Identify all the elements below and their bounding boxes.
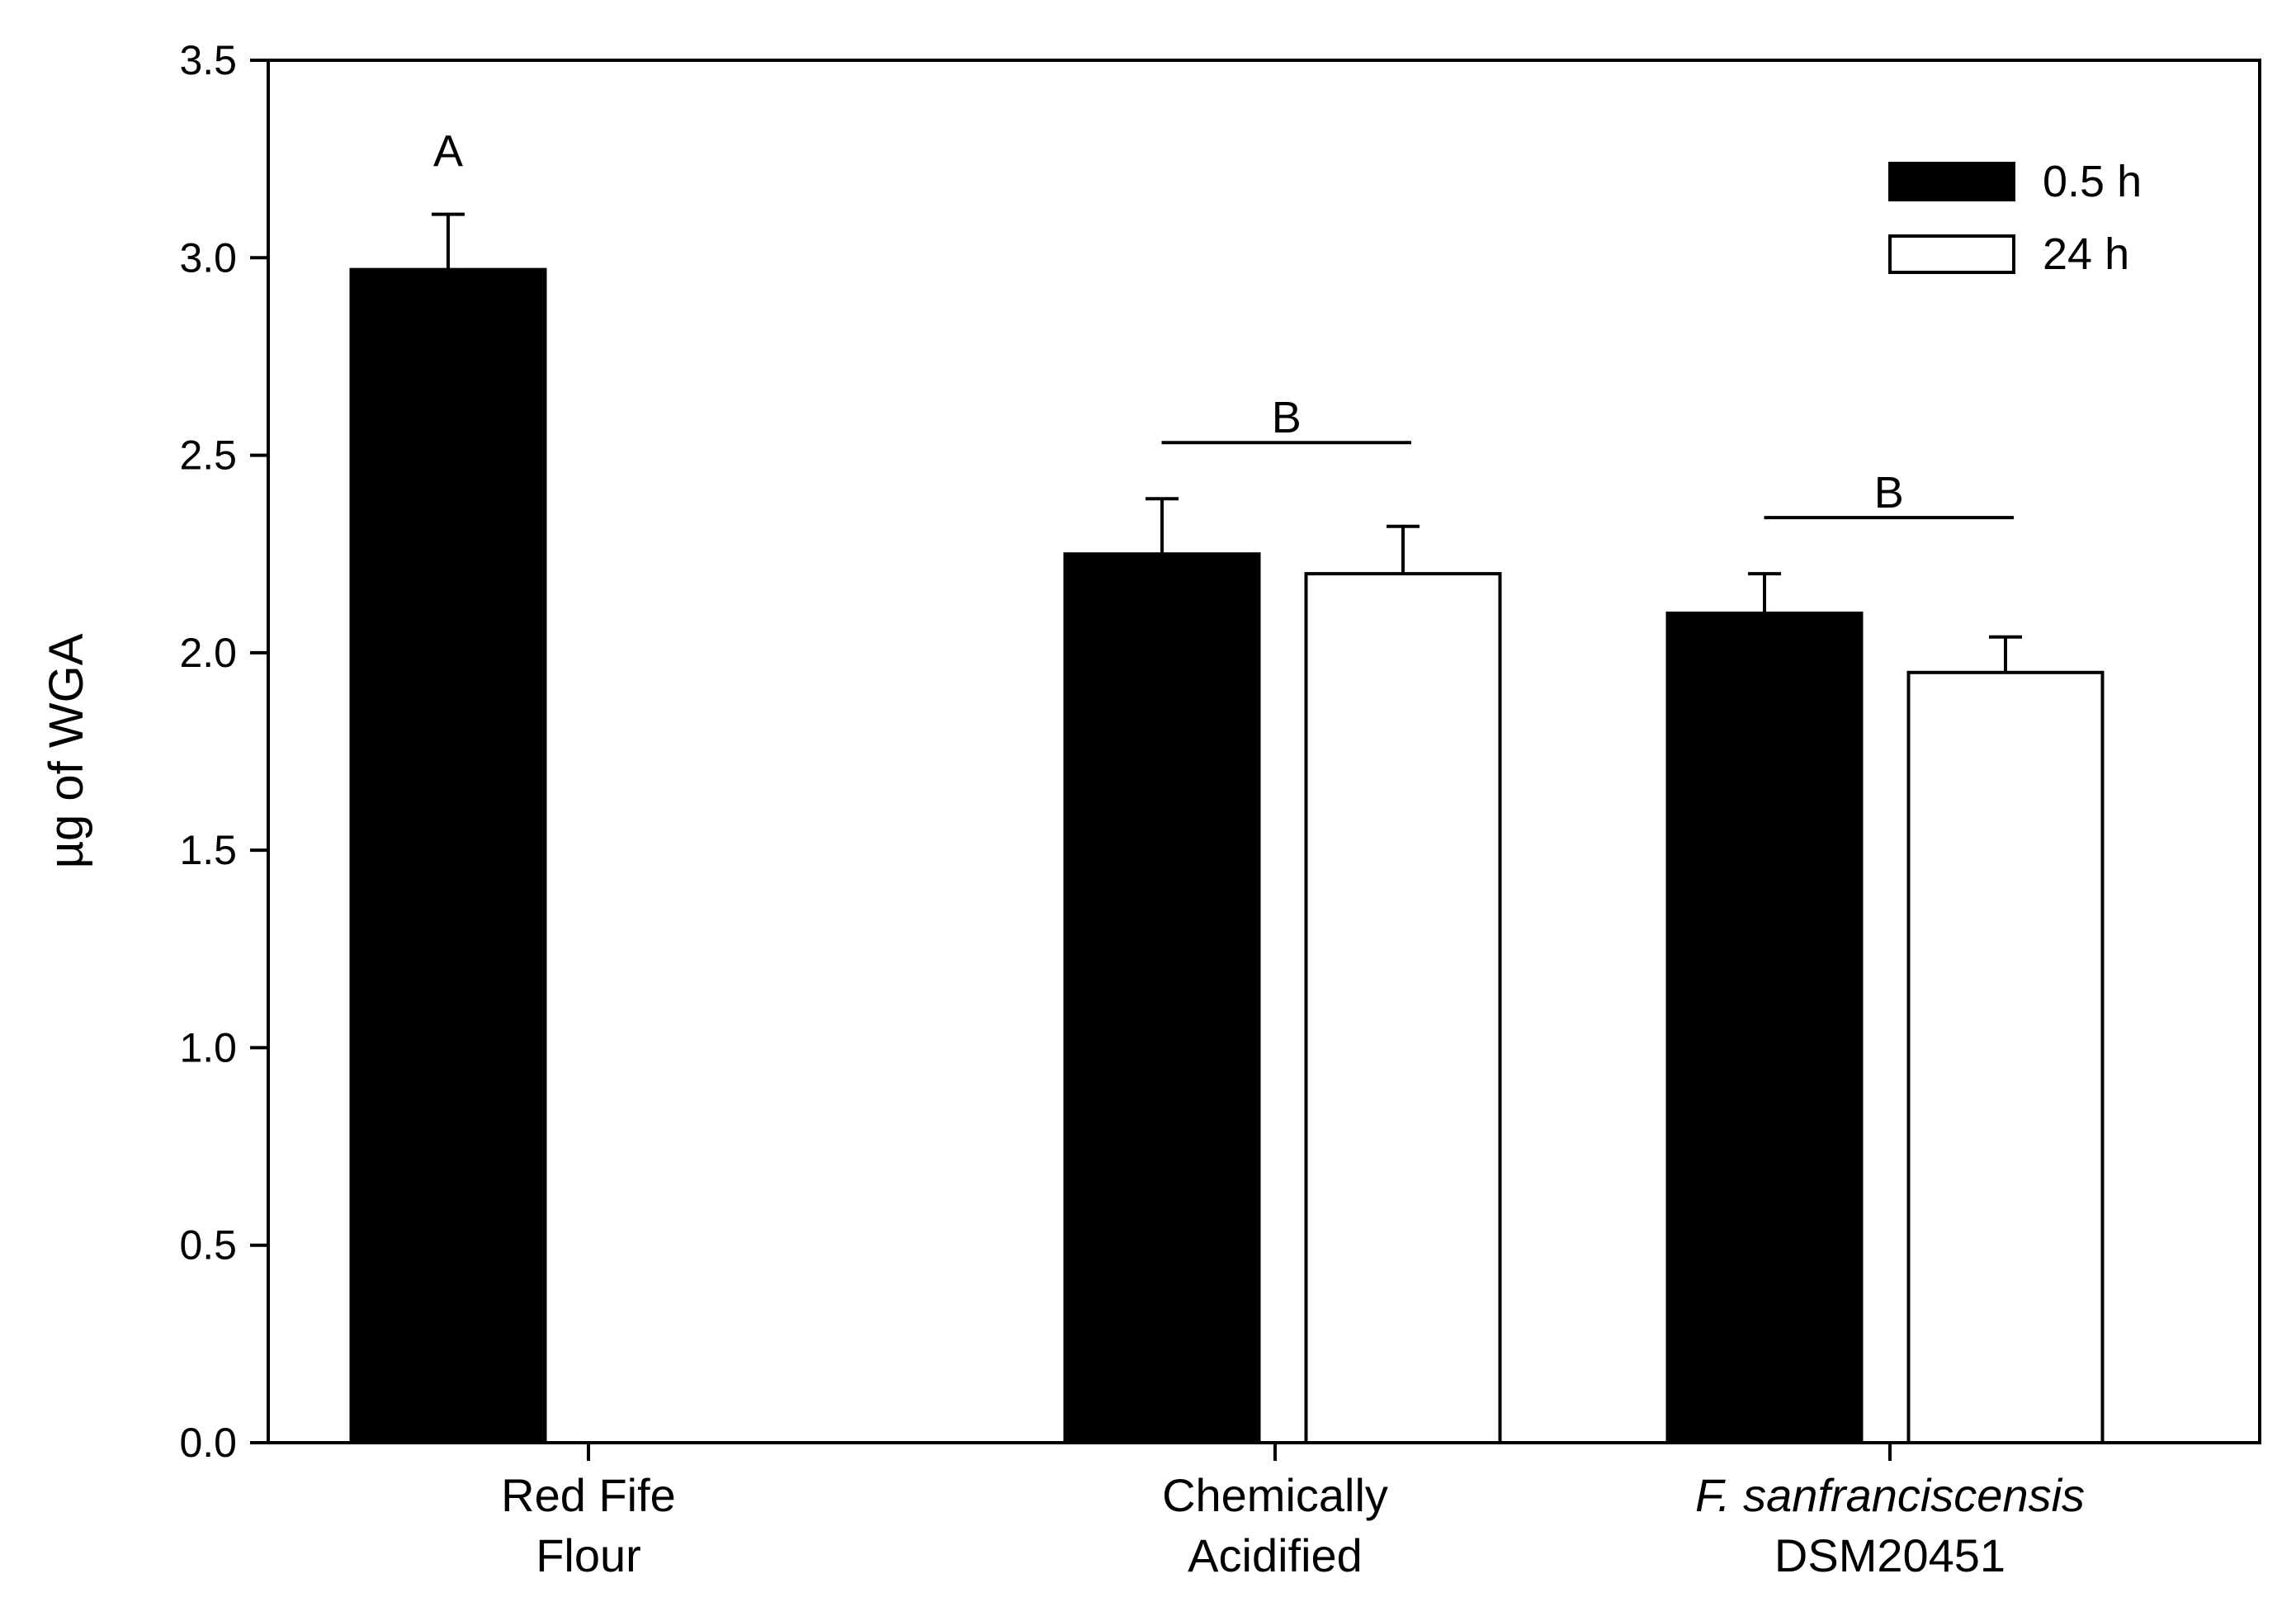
significance-letter: B <box>1874 468 1904 517</box>
y-axis: 0.0 0.5 1.0 1.5 2.0 2.5 3.0 3.5 <box>179 37 268 1466</box>
y-tick-label: 3.5 <box>179 37 237 83</box>
bar-day-2 <box>1906 670 2105 1444</box>
significance-letter: B <box>1272 393 1302 442</box>
legend: 0.5 h 24 h <box>1888 157 2142 279</box>
significance-letter: A <box>433 127 463 177</box>
bars <box>349 267 2105 1445</box>
category-label-line2: Acidified <box>1188 1529 1363 1581</box>
y-tick-label: 3.0 <box>179 234 237 281</box>
plot-frame <box>267 59 2261 1444</box>
error-bars <box>432 212 2022 673</box>
bar-half-hour-0 <box>349 267 547 1445</box>
legend-label-1: 24 h <box>2043 229 2129 279</box>
y-tick-label: 2.5 <box>179 432 237 479</box>
y-tick-label: 2.0 <box>179 630 237 676</box>
significance-annotations: A B B <box>433 127 2014 520</box>
y-tick-label: 0.0 <box>179 1420 237 1466</box>
category-label-line1: F. sanfranciscensis <box>1695 1469 2085 1521</box>
legend-label-0: 0.5 h <box>2043 157 2142 206</box>
y-tick-label: 1.0 <box>179 1024 237 1070</box>
legend-swatch-0 <box>1888 162 2015 201</box>
category-label-line2: Flour <box>536 1529 641 1581</box>
category-label-line1: Chemically <box>1162 1469 1388 1521</box>
category-label-line2: DSM20451 <box>1774 1529 2005 1581</box>
y-tick-label: 0.5 <box>179 1222 237 1269</box>
y-axis-title: µg of WGA <box>40 633 93 868</box>
y-tick-label: 1.5 <box>179 827 237 873</box>
x-axis: Red Fife Flour Chemically Acidified F. sanfr… <box>501 1443 2085 1581</box>
category-label-line1: Red Fife <box>501 1469 676 1521</box>
bar-half-hour-2 <box>1665 612 1864 1444</box>
bar-day-1 <box>1304 572 1502 1445</box>
bar-half-hour-1 <box>1063 552 1261 1445</box>
legend-swatch-1 <box>1888 234 2015 274</box>
